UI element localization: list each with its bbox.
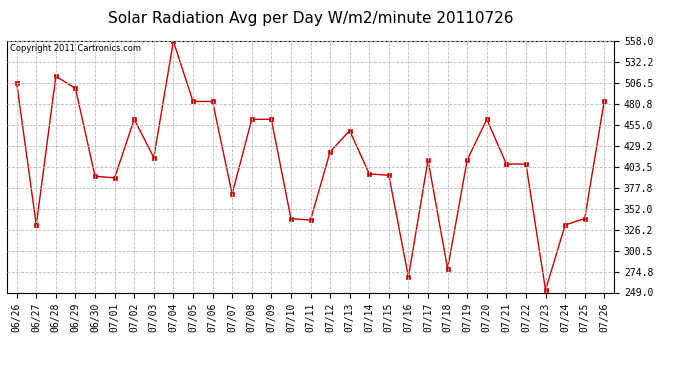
Text: Copyright 2011 Cartronics.com: Copyright 2011 Cartronics.com <box>10 44 141 53</box>
Text: Solar Radiation Avg per Day W/m2/minute 20110726: Solar Radiation Avg per Day W/m2/minute … <box>108 11 513 26</box>
